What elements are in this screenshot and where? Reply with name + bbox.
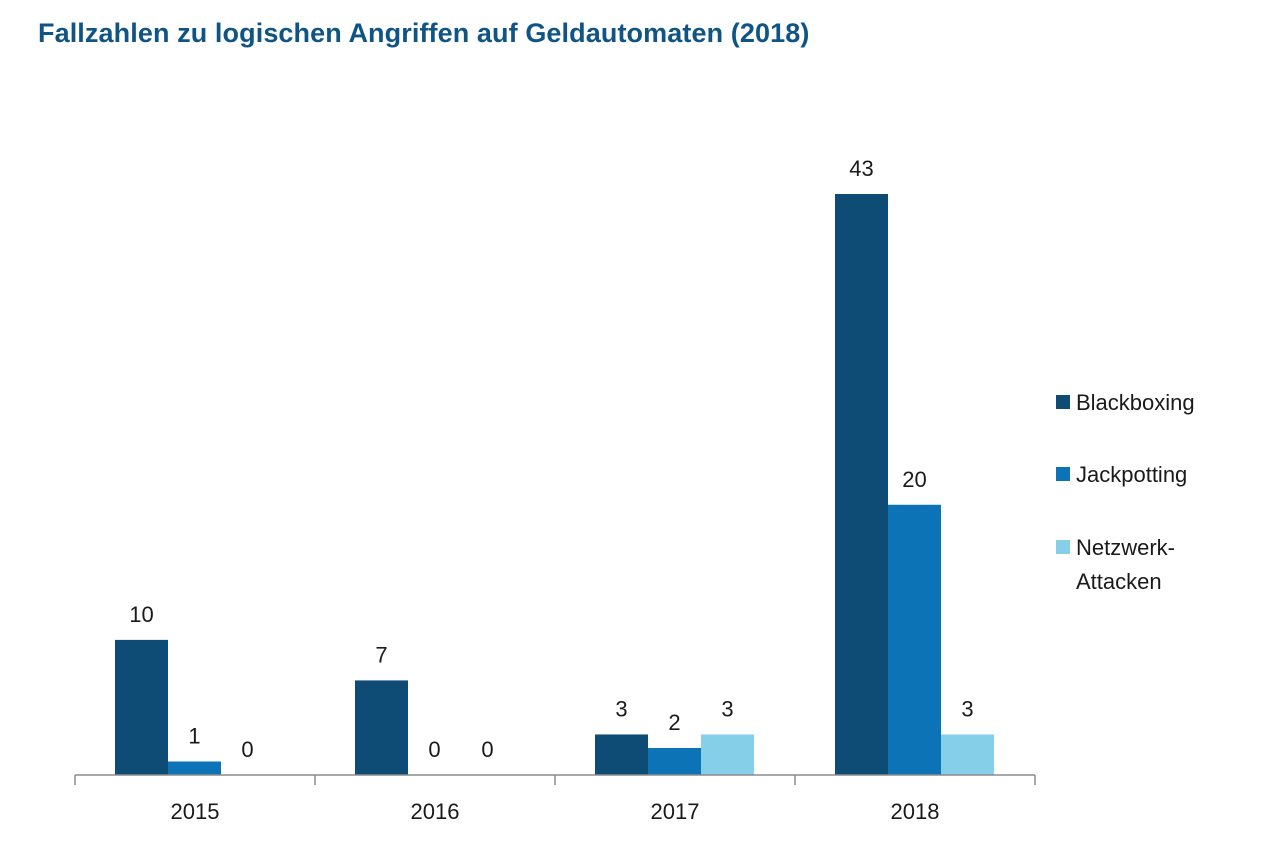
x-tick-label: 2016 bbox=[411, 799, 460, 824]
x-tick-label: 2017 bbox=[651, 799, 700, 824]
legend-label: Attacken bbox=[1076, 569, 1162, 594]
value-label: 0 bbox=[428, 737, 440, 762]
value-label: 43 bbox=[849, 156, 873, 181]
legend-swatch bbox=[1056, 540, 1070, 554]
value-label: 3 bbox=[721, 696, 733, 721]
value-label: 10 bbox=[129, 602, 153, 627]
legend-swatch bbox=[1056, 467, 1070, 481]
bar-2016-blackboxing bbox=[355, 680, 408, 775]
bar-2018-jackpotting bbox=[888, 504, 941, 775]
chart-title: Fallzahlen zu logischen Angriffen auf Ge… bbox=[38, 18, 810, 48]
value-label: 2 bbox=[668, 710, 680, 735]
value-label: 0 bbox=[481, 737, 493, 762]
bar-2017-blackboxing bbox=[595, 734, 648, 775]
x-tick-label: 2015 bbox=[171, 799, 220, 824]
bar-2017-jackpotting bbox=[648, 747, 701, 775]
bar-2018-netzwerk-attacken bbox=[941, 734, 994, 775]
bar-2015-jackpotting bbox=[168, 761, 221, 775]
x-tick-label: 2018 bbox=[891, 799, 940, 824]
legend-label: Blackboxing bbox=[1076, 390, 1195, 415]
value-label: 3 bbox=[615, 696, 627, 721]
bars-layer bbox=[115, 194, 994, 775]
legend-label: Jackpotting bbox=[1076, 462, 1187, 487]
x-axis: 2015 2016 2017 2018 bbox=[74, 774, 1036, 824]
legend-swatch bbox=[1056, 395, 1070, 409]
bar-2015-blackboxing bbox=[115, 639, 168, 775]
value-label: 20 bbox=[902, 467, 926, 492]
value-label: 1 bbox=[188, 723, 200, 748]
legend: Blackboxing Jackpotting Netzwerk- Attacken bbox=[1056, 390, 1195, 594]
value-label: 0 bbox=[241, 737, 253, 762]
legend-label: Netzwerk- bbox=[1076, 535, 1175, 560]
value-label: 3 bbox=[961, 696, 973, 721]
bar-2018-blackboxing bbox=[835, 194, 888, 775]
value-label: 7 bbox=[375, 642, 387, 667]
bar-2017-netzwerk-attacken bbox=[701, 734, 754, 775]
